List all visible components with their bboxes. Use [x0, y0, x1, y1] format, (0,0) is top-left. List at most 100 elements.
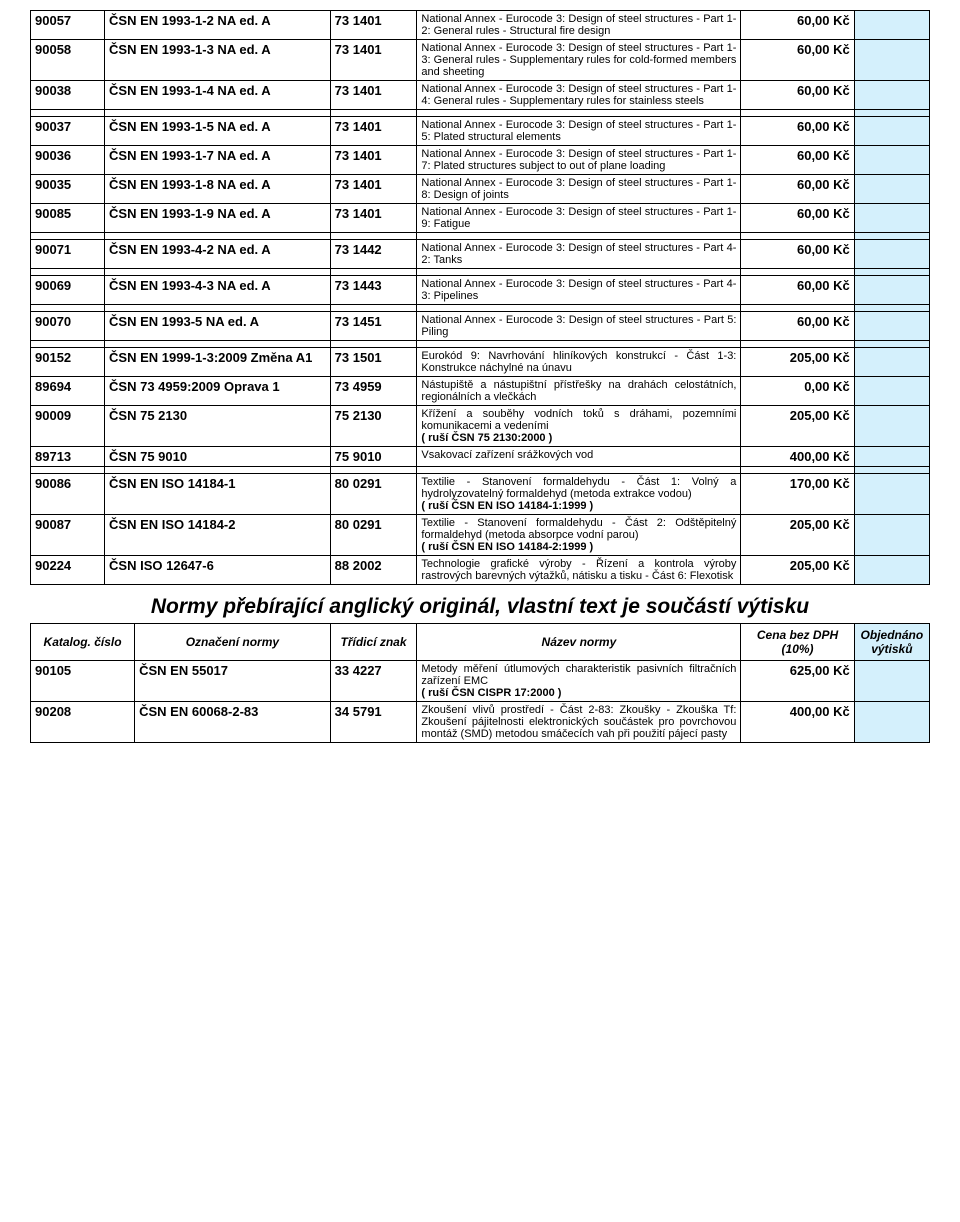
cell-order[interactable]	[854, 447, 929, 467]
header-cell: Označení normy	[135, 624, 331, 661]
header-cell: Katalog. číslo	[31, 624, 135, 661]
cell-price: 60,00 Kč	[741, 312, 854, 341]
cell: 90057	[31, 11, 105, 40]
cell: 88 2002	[330, 556, 417, 585]
cell-price: 205,00 Kč	[741, 348, 854, 377]
cell-order[interactable]	[854, 348, 929, 377]
cell: 90069	[31, 276, 105, 305]
cell-order[interactable]	[854, 40, 929, 81]
cell: 90038	[31, 81, 105, 110]
cell: 89713	[31, 447, 105, 467]
cell-description: Zkoušení vlivů prostředí - Část 2-83: Zk…	[417, 702, 741, 743]
cell: ČSN EN 1993-5 NA ed. A	[105, 312, 331, 341]
cell-order[interactable]	[854, 11, 929, 40]
cell-description: National Annex - Eurocode 3: Design of s…	[417, 240, 741, 269]
cell-description: Vsakovací zařízení srážkových vod	[417, 447, 741, 467]
cell-order[interactable]	[854, 406, 929, 447]
cell: 80 0291	[330, 474, 417, 515]
table-row: 90070ČSN EN 1993-5 NA ed. A73 1451Nation…	[31, 312, 930, 341]
cell: 90071	[31, 240, 105, 269]
cell-order[interactable]	[854, 276, 929, 305]
cell: 75 9010	[330, 447, 417, 467]
cell-price: 60,00 Kč	[741, 175, 854, 204]
table-row: 90224ČSN ISO 12647-688 2002Technologie g…	[31, 556, 930, 585]
cell: 90070	[31, 312, 105, 341]
cell: ČSN EN 1993-1-3 NA ed. A	[105, 40, 331, 81]
cell-description: National Annex - Eurocode 3: Design of s…	[417, 117, 741, 146]
cell: 73 1442	[330, 240, 417, 269]
cell: ČSN EN 1999-1-3:2009 Změna A1	[105, 348, 331, 377]
cell: 90086	[31, 474, 105, 515]
table-row: 90038ČSN EN 1993-1-4 NA ed. A73 1401Nati…	[31, 81, 930, 110]
cell-order[interactable]	[854, 240, 929, 269]
cell: 90009	[31, 406, 105, 447]
cell: 73 1401	[330, 175, 417, 204]
cell: ČSN EN ISO 14184-2	[105, 515, 331, 556]
cell: ČSN EN 1993-1-8 NA ed. A	[105, 175, 331, 204]
cell-price: 60,00 Kč	[741, 146, 854, 175]
cell-order[interactable]	[854, 661, 929, 702]
cell-description: National Annex - Eurocode 3: Design of s…	[417, 312, 741, 341]
cell-description: Textilie - Stanovení formaldehydu - Část…	[417, 515, 741, 556]
header-cell: Cena bez DPH (10%)	[741, 624, 854, 661]
cell-price: 60,00 Kč	[741, 81, 854, 110]
cell: 90224	[31, 556, 105, 585]
cell: 90208	[31, 702, 135, 743]
table-row: 90087ČSN EN ISO 14184-280 0291Textilie -…	[31, 515, 930, 556]
table-row: 90036ČSN EN 1993-1-7 NA ed. A73 1401Nati…	[31, 146, 930, 175]
cell-order[interactable]	[854, 702, 929, 743]
cell-description: Metody měření útlumových charakteristik …	[417, 661, 741, 702]
cell-order[interactable]	[854, 146, 929, 175]
cell-description: National Annex - Eurocode 3: Design of s…	[417, 40, 741, 81]
cell-order[interactable]	[854, 474, 929, 515]
cell-order[interactable]	[854, 175, 929, 204]
cell-order[interactable]	[854, 556, 929, 585]
table-row: 90069ČSN EN 1993-4-3 NA ed. A73 1443Nati…	[31, 276, 930, 305]
cell-price: 400,00 Kč	[741, 702, 854, 743]
cell: ČSN EN 60068-2-83	[135, 702, 331, 743]
cell: ČSN EN 1993-1-9 NA ed. A	[105, 204, 331, 233]
cell-price: 625,00 Kč	[741, 661, 854, 702]
cell: 73 1501	[330, 348, 417, 377]
cell-price: 60,00 Kč	[741, 240, 854, 269]
cell-description: Textilie - Stanovení formaldehydu - Část…	[417, 474, 741, 515]
cell: ČSN EN 1993-1-5 NA ed. A	[105, 117, 331, 146]
cell: 90058	[31, 40, 105, 81]
cell-description: Eurokód 9: Navrhování hliníkových konstr…	[417, 348, 741, 377]
cell-order[interactable]	[854, 312, 929, 341]
cell: 34 5791	[330, 702, 417, 743]
table-row: 90037ČSN EN 1993-1-5 NA ed. A73 1401Nati…	[31, 117, 930, 146]
cell: ČSN EN 55017	[135, 661, 331, 702]
cell: 73 1451	[330, 312, 417, 341]
header-cell: Objednáno výtisků	[854, 624, 929, 661]
cell-order[interactable]	[854, 515, 929, 556]
cell: ČSN 75 2130	[105, 406, 331, 447]
cell-price: 60,00 Kč	[741, 117, 854, 146]
cell-description: National Annex - Eurocode 3: Design of s…	[417, 146, 741, 175]
cell: 80 0291	[330, 515, 417, 556]
cell-order[interactable]	[854, 81, 929, 110]
cell-order[interactable]	[854, 204, 929, 233]
cell-description: Technologie grafické výroby - Řízení a k…	[417, 556, 741, 585]
cell-description: Nástupiště a nástupištní přístřešky na d…	[417, 377, 741, 406]
cell: 73 1401	[330, 146, 417, 175]
cell: ČSN EN 1993-1-7 NA ed. A	[105, 146, 331, 175]
cell-description: Křížení a souběhy vodních toků s dráhami…	[417, 406, 741, 447]
cell: 89694	[31, 377, 105, 406]
cell-order[interactable]	[854, 377, 929, 406]
table-row: 90035ČSN EN 1993-1-8 NA ed. A73 1401Nati…	[31, 175, 930, 204]
standards-table-2: Katalog. čísloOznačení normyTřídicí znak…	[30, 623, 930, 743]
cell-price: 60,00 Kč	[741, 11, 854, 40]
cell: 73 1401	[330, 204, 417, 233]
header-cell: Třídicí znak	[330, 624, 417, 661]
cell: 90037	[31, 117, 105, 146]
section-heading: Normy přebírající anglický originál, vla…	[30, 595, 930, 619]
cell-price: 60,00 Kč	[741, 40, 854, 81]
cell-order[interactable]	[854, 117, 929, 146]
cell: 90087	[31, 515, 105, 556]
cell-description: National Annex - Eurocode 3: Design of s…	[417, 81, 741, 110]
cell-price: 60,00 Kč	[741, 276, 854, 305]
cell: ČSN 73 4959:2009 Oprava 1	[105, 377, 331, 406]
cell: 73 1401	[330, 40, 417, 81]
cell: ČSN 75 9010	[105, 447, 331, 467]
